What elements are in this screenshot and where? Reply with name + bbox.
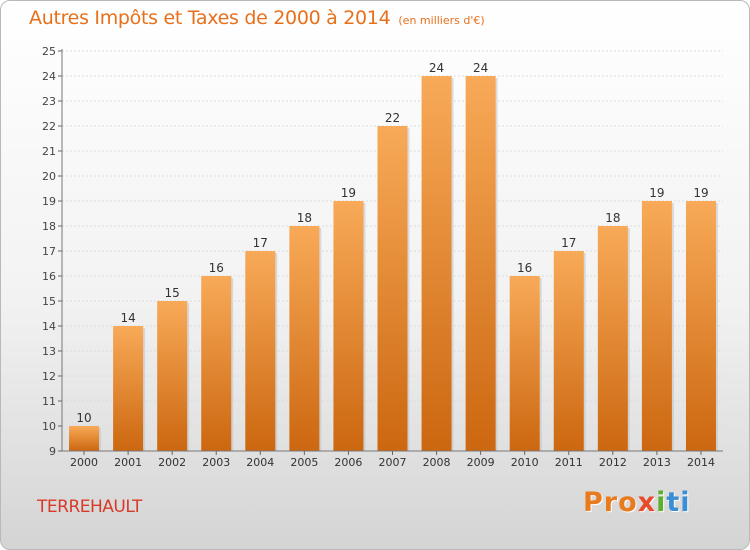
value-label-2013: 19 bbox=[649, 186, 664, 200]
value-label-2009: 24 bbox=[473, 61, 488, 75]
y-tick-label-18: 18 bbox=[42, 220, 56, 233]
x-tick-label-2005: 2005 bbox=[290, 456, 318, 469]
value-label-2012: 18 bbox=[605, 211, 620, 225]
axes-group bbox=[58, 49, 723, 455]
x-tick-label-2001: 2001 bbox=[114, 456, 142, 469]
value-label-2011: 17 bbox=[561, 236, 576, 250]
x-tick-label-2008: 2008 bbox=[423, 456, 451, 469]
value-label-2001: 14 bbox=[120, 311, 135, 325]
bar-2011 bbox=[553, 251, 584, 451]
y-tick-label-23: 23 bbox=[42, 95, 56, 108]
bar-2010 bbox=[509, 276, 540, 451]
labels-group: 9 10 11 12 13 14 15 16 17 18 19 20 21 22 23 24 25 10 2000 1… bbox=[42, 45, 715, 469]
y-tick-label-24: 24 bbox=[42, 70, 56, 83]
bar-2009 bbox=[465, 76, 496, 451]
y-tick-label-22: 22 bbox=[42, 120, 56, 133]
logo-part-1: Pro bbox=[583, 487, 638, 518]
y-tick-label-11: 11 bbox=[42, 395, 56, 408]
chart-title: Autres Impôts et Taxes de 2000 à 2014 (en… bbox=[29, 7, 485, 29]
value-label-2014: 19 bbox=[693, 186, 708, 200]
y-tick-label-19: 19 bbox=[42, 195, 56, 208]
y-tick-label-10: 10 bbox=[42, 420, 56, 433]
bar-2013 bbox=[641, 201, 672, 451]
bar-2014 bbox=[685, 201, 716, 451]
x-tick-label-2009: 2009 bbox=[467, 456, 495, 469]
y-tick-label-21: 21 bbox=[42, 145, 56, 158]
commune-name: TERREHAULT bbox=[37, 497, 142, 517]
bar-2012 bbox=[597, 226, 628, 451]
x-tick-label-2006: 2006 bbox=[334, 456, 362, 469]
x-tick-label-2010: 2010 bbox=[511, 456, 539, 469]
bar-2000 bbox=[69, 426, 100, 451]
x-tick-label-2003: 2003 bbox=[202, 456, 230, 469]
value-label-2002: 15 bbox=[165, 286, 180, 300]
proxiti-logo: Proxiti bbox=[583, 487, 691, 518]
bar-2008 bbox=[421, 76, 452, 451]
x-tick-label-2013: 2013 bbox=[643, 456, 671, 469]
y-tick-label-20: 20 bbox=[42, 170, 56, 183]
y-tick-label-15: 15 bbox=[42, 295, 56, 308]
chart-title-text: Autres Impôts et Taxes de 2000 à 2014 bbox=[29, 7, 391, 29]
bar-2007 bbox=[377, 126, 408, 451]
y-tick-label-25: 25 bbox=[42, 45, 56, 58]
value-label-2008: 24 bbox=[429, 61, 444, 75]
bar-2004 bbox=[245, 251, 276, 451]
bar-2006 bbox=[333, 201, 364, 451]
y-tick-label-12: 12 bbox=[42, 370, 56, 383]
value-label-2006: 19 bbox=[341, 186, 356, 200]
x-tick-label-2014: 2014 bbox=[687, 456, 715, 469]
value-label-2000: 10 bbox=[76, 411, 91, 425]
value-label-2007: 22 bbox=[385, 111, 400, 125]
y-tick-label-14: 14 bbox=[42, 320, 56, 333]
x-tick-label-2007: 2007 bbox=[379, 456, 407, 469]
value-label-2005: 18 bbox=[297, 211, 312, 225]
x-tick-label-2012: 2012 bbox=[599, 456, 627, 469]
bar-2001 bbox=[113, 326, 144, 451]
logo-part-4: ti bbox=[666, 487, 691, 518]
x-tick-label-2004: 2004 bbox=[246, 456, 274, 469]
x-tick-label-2000: 2000 bbox=[70, 456, 98, 469]
bar-2003 bbox=[201, 276, 232, 451]
bar-2002 bbox=[157, 301, 188, 451]
y-tick-label-13: 13 bbox=[42, 345, 56, 358]
y-tick-label-9: 9 bbox=[49, 445, 56, 458]
value-label-2004: 17 bbox=[253, 236, 268, 250]
value-label-2010: 16 bbox=[517, 261, 532, 275]
x-tick-label-2011: 2011 bbox=[555, 456, 583, 469]
logo-part-3: i bbox=[656, 487, 667, 518]
value-label-2003: 16 bbox=[209, 261, 224, 275]
x-tick-label-2002: 2002 bbox=[158, 456, 186, 469]
y-tick-label-17: 17 bbox=[42, 245, 56, 258]
logo-part-2: x bbox=[637, 487, 657, 518]
chart-subtitle: (en milliers d'€) bbox=[398, 14, 485, 27]
bars-group bbox=[69, 76, 718, 451]
bar-2005 bbox=[289, 226, 320, 451]
y-tick-label-16: 16 bbox=[42, 270, 56, 283]
